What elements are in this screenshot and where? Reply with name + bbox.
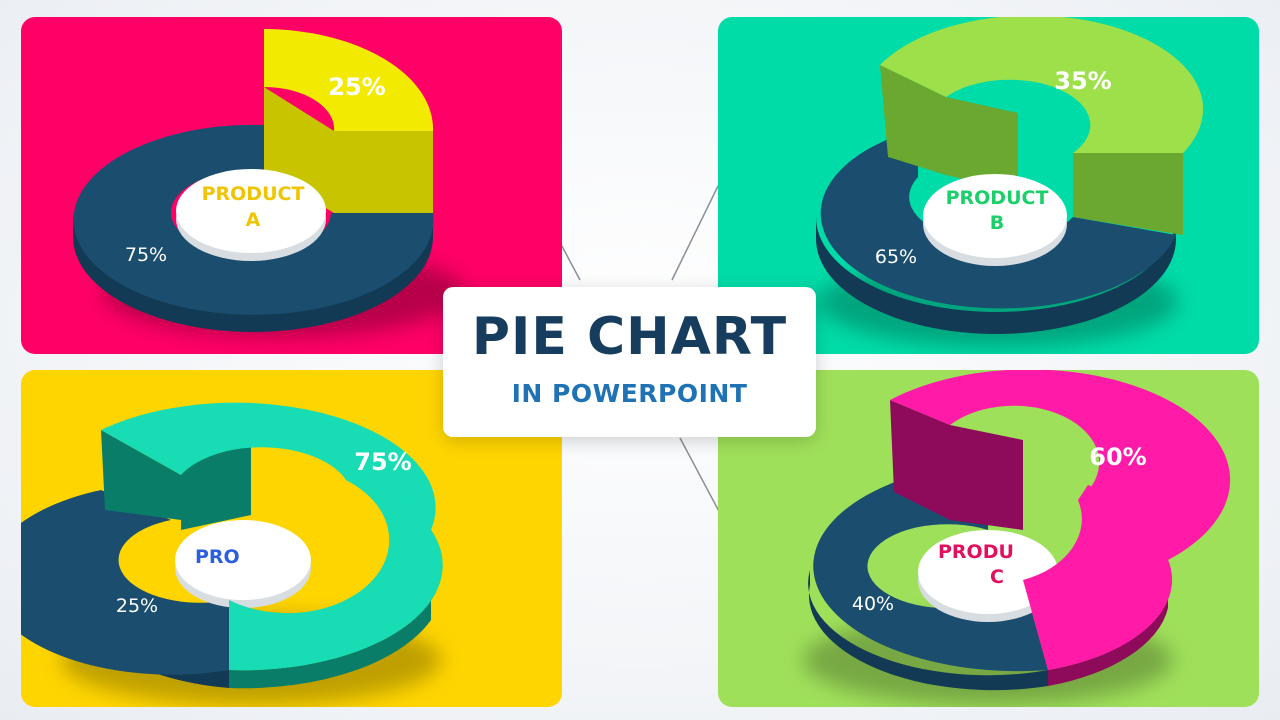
center-label-line1: PRODUCT	[946, 187, 1049, 209]
slice-label-accent: 35%	[1054, 67, 1111, 95]
accent-slice-cover	[1023, 485, 1172, 670]
dark-slice	[21, 490, 229, 675]
page-title: PIE CHART	[471, 307, 788, 367]
center-disk	[176, 169, 326, 253]
dark-slice-side	[816, 217, 1176, 334]
center-label-line2: B	[990, 212, 1004, 234]
accent-slice-side	[334, 131, 433, 213]
slice-label-dark: 75%	[125, 244, 167, 266]
accent-slice-outer	[229, 530, 443, 689]
title-card: PIE CHART IN POWERPOINT	[443, 287, 816, 437]
accent-slice	[264, 29, 434, 131]
center-label-line1: PRODUCT	[202, 183, 305, 205]
slice-label-accent: 75%	[354, 448, 411, 476]
donut-chart-a: PRODUCT A 25% 75%	[21, 17, 562, 354]
accent-slice	[880, 17, 1204, 153]
center-label-line1: PRO	[195, 546, 240, 568]
donut-chart-d: PRO 75% 25%	[21, 370, 562, 707]
page-subtitle: IN POWERPOINT	[511, 379, 748, 408]
center-label-line2: C	[990, 566, 1004, 588]
accent-slice-left-side	[890, 400, 950, 520]
accent-slice-side	[1073, 153, 1183, 235]
dark-slice	[820, 129, 1176, 309]
center-disk	[918, 530, 1058, 614]
accent-slice-cover	[229, 470, 443, 671]
center-disk	[923, 174, 1067, 258]
accent-slice-left	[880, 65, 946, 175]
slice-label-accent: 60%	[1089, 443, 1146, 471]
accent-slice-inner	[950, 425, 1023, 530]
accent-slice-left-side	[101, 430, 181, 520]
center-disk	[175, 520, 311, 600]
slice-label-dark: 25%	[116, 595, 158, 617]
accent-slice-outer	[1048, 560, 1172, 686]
slice-label-dark: 40%	[852, 593, 894, 615]
panel-product-a: PRODUCT A 25% 75%	[21, 17, 562, 354]
slice-label-accent: 25%	[328, 73, 385, 101]
center-label-line2: A	[246, 209, 261, 231]
dark-slice	[73, 124, 434, 315]
slice-label-dark: 65%	[875, 246, 917, 268]
panel-product-d: PRO 75% 25%	[21, 370, 562, 707]
dark-slice-side	[808, 570, 1048, 691]
accent-slice-inner	[946, 97, 1018, 192]
center-label-line1: PRODU	[938, 541, 1014, 563]
